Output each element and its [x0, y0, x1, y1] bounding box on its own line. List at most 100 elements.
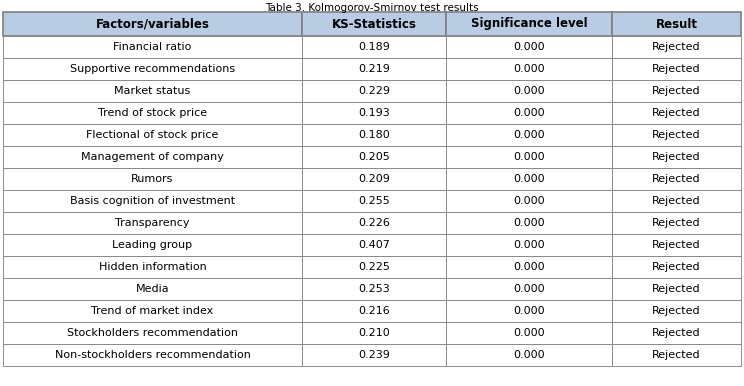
- Bar: [302, 102, 446, 124]
- Text: 0.000: 0.000: [513, 196, 545, 206]
- Text: Leading group: Leading group: [112, 240, 193, 250]
- Text: 0.000: 0.000: [513, 218, 545, 228]
- Text: Rejected: Rejected: [652, 262, 701, 272]
- Text: Rejected: Rejected: [652, 64, 701, 74]
- Text: Non-stockholders recommendation: Non-stockholders recommendation: [54, 350, 251, 360]
- Bar: [446, 12, 612, 36]
- Bar: [3, 58, 302, 80]
- Bar: [3, 190, 302, 212]
- Bar: [612, 146, 741, 168]
- Text: Result: Result: [655, 17, 697, 30]
- Text: 0.407: 0.407: [358, 240, 390, 250]
- Bar: [612, 278, 741, 300]
- Bar: [446, 168, 612, 190]
- Bar: [3, 322, 302, 344]
- Bar: [612, 256, 741, 278]
- Bar: [446, 36, 612, 58]
- Text: 0.000: 0.000: [513, 328, 545, 338]
- Text: 0.193: 0.193: [358, 108, 390, 118]
- Text: Rejected: Rejected: [652, 108, 701, 118]
- Bar: [446, 58, 612, 80]
- Bar: [302, 344, 446, 366]
- Bar: [302, 322, 446, 344]
- Text: Trend of stock price: Trend of stock price: [98, 108, 207, 118]
- Bar: [302, 190, 446, 212]
- Text: 0.000: 0.000: [513, 152, 545, 162]
- Bar: [302, 146, 446, 168]
- Text: Supportive recommendations: Supportive recommendations: [70, 64, 235, 74]
- Text: Table 3. Kolmogorov-Smirnov test results: Table 3. Kolmogorov-Smirnov test results: [265, 3, 479, 13]
- Text: 0.205: 0.205: [358, 152, 390, 162]
- Bar: [3, 168, 302, 190]
- Bar: [3, 36, 302, 58]
- Bar: [446, 234, 612, 256]
- Bar: [446, 344, 612, 366]
- Bar: [3, 12, 302, 36]
- Bar: [612, 124, 741, 146]
- Bar: [302, 12, 446, 36]
- Bar: [302, 36, 446, 58]
- Bar: [446, 124, 612, 146]
- Text: 0.189: 0.189: [358, 42, 390, 52]
- Bar: [3, 234, 302, 256]
- Text: Rumors: Rumors: [131, 174, 173, 184]
- Text: Financial ratio: Financial ratio: [113, 42, 192, 52]
- Bar: [612, 168, 741, 190]
- Bar: [612, 322, 741, 344]
- Bar: [3, 278, 302, 300]
- Text: Rejected: Rejected: [652, 152, 701, 162]
- Text: 0.239: 0.239: [358, 350, 390, 360]
- Bar: [612, 234, 741, 256]
- Bar: [612, 300, 741, 322]
- Bar: [3, 212, 302, 234]
- Bar: [302, 300, 446, 322]
- Text: Media: Media: [135, 284, 169, 294]
- Text: 0.000: 0.000: [513, 306, 545, 316]
- Bar: [446, 278, 612, 300]
- Bar: [446, 102, 612, 124]
- Text: Significance level: Significance level: [470, 17, 587, 30]
- Text: 0.216: 0.216: [358, 306, 390, 316]
- Text: 0.000: 0.000: [513, 284, 545, 294]
- Bar: [612, 190, 741, 212]
- Bar: [3, 102, 302, 124]
- Text: Basis cognition of investment: Basis cognition of investment: [70, 196, 235, 206]
- Text: 0.000: 0.000: [513, 262, 545, 272]
- Bar: [302, 256, 446, 278]
- Text: 0.229: 0.229: [358, 86, 390, 96]
- Text: Stockholders recommendation: Stockholders recommendation: [67, 328, 238, 338]
- Text: 0.000: 0.000: [513, 86, 545, 96]
- Text: Rejected: Rejected: [652, 130, 701, 140]
- Bar: [446, 190, 612, 212]
- Text: Rejected: Rejected: [652, 328, 701, 338]
- Text: Rejected: Rejected: [652, 240, 701, 250]
- Bar: [612, 80, 741, 102]
- Text: Rejected: Rejected: [652, 174, 701, 184]
- Bar: [612, 344, 741, 366]
- Text: 0.226: 0.226: [358, 218, 390, 228]
- Bar: [302, 278, 446, 300]
- Bar: [612, 58, 741, 80]
- Text: Flectional of stock price: Flectional of stock price: [86, 130, 219, 140]
- Text: 0.000: 0.000: [513, 174, 545, 184]
- Bar: [302, 80, 446, 102]
- Text: KS-Statistics: KS-Statistics: [331, 17, 417, 30]
- Text: 0.000: 0.000: [513, 108, 545, 118]
- Bar: [612, 12, 741, 36]
- Text: Management of company: Management of company: [81, 152, 224, 162]
- Text: 0.000: 0.000: [513, 130, 545, 140]
- Bar: [3, 300, 302, 322]
- Text: 0.253: 0.253: [358, 284, 390, 294]
- Text: Rejected: Rejected: [652, 86, 701, 96]
- Bar: [3, 256, 302, 278]
- Bar: [302, 124, 446, 146]
- Bar: [3, 124, 302, 146]
- Text: 0.255: 0.255: [358, 196, 390, 206]
- Bar: [612, 36, 741, 58]
- Text: Rejected: Rejected: [652, 218, 701, 228]
- Text: Hidden information: Hidden information: [98, 262, 206, 272]
- Bar: [302, 168, 446, 190]
- Text: Market status: Market status: [115, 86, 190, 96]
- Bar: [446, 256, 612, 278]
- Text: Rejected: Rejected: [652, 42, 701, 52]
